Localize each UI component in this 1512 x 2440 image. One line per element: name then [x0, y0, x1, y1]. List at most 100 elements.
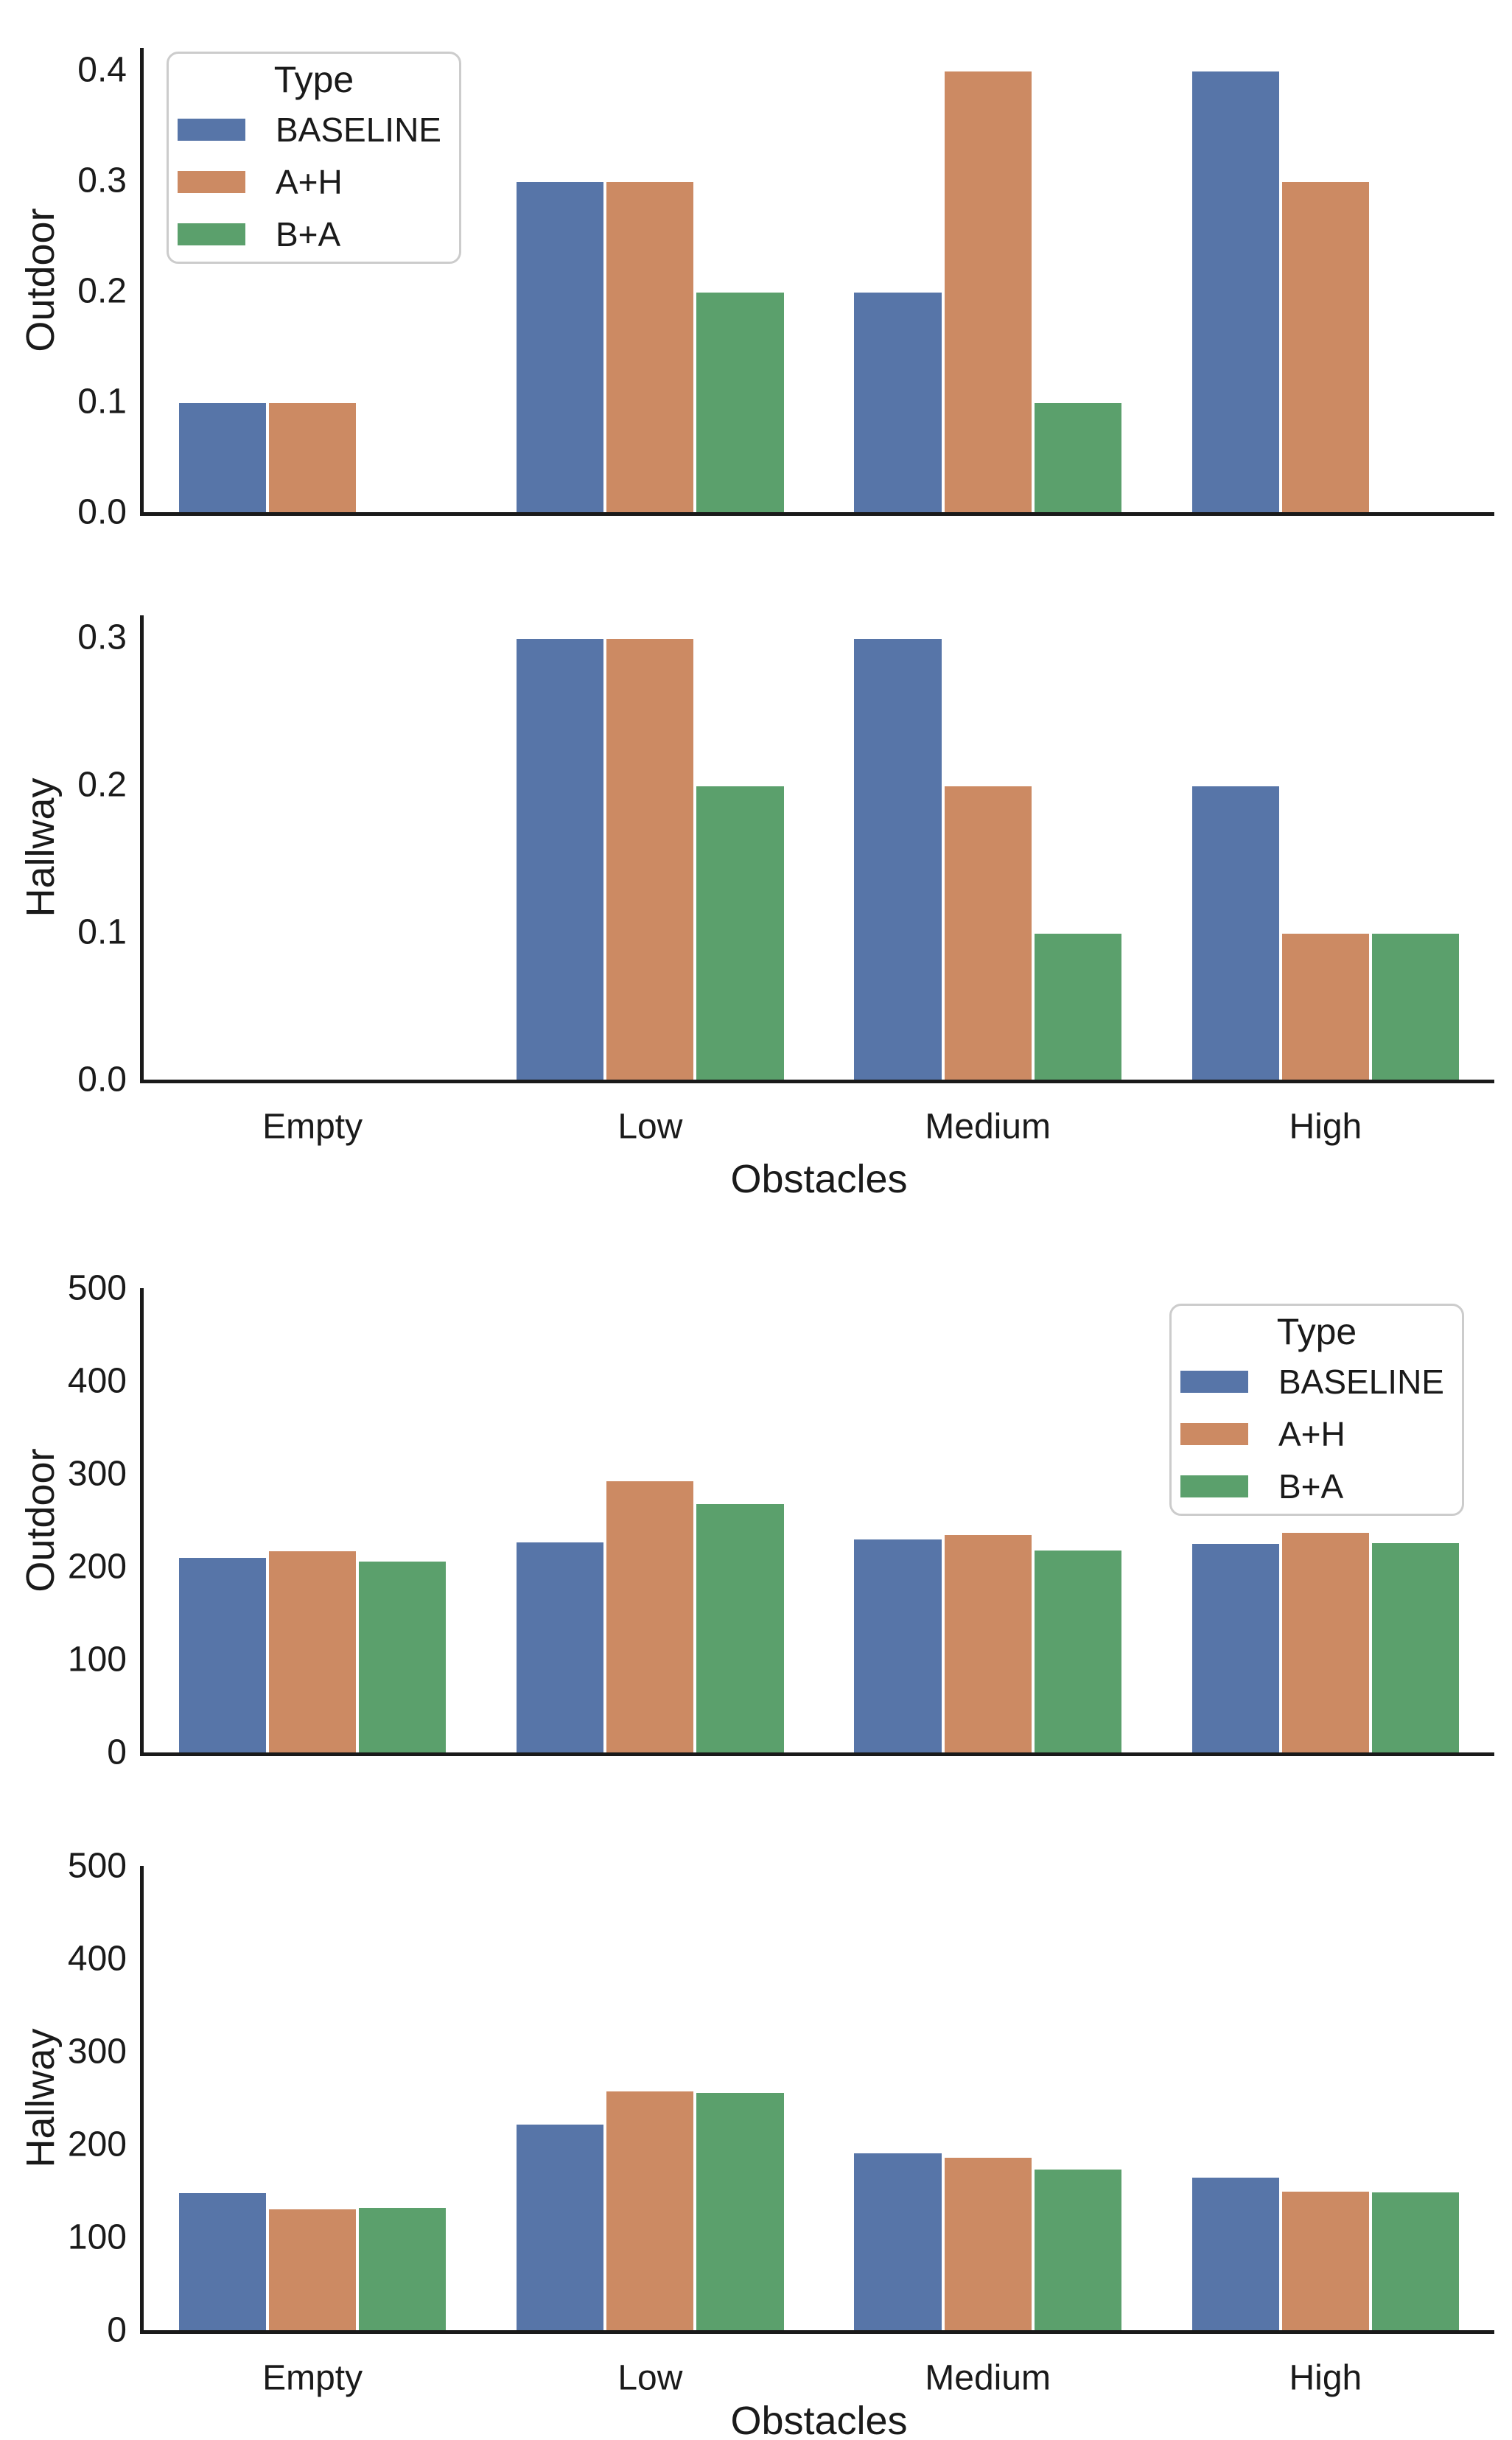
- y-axis-spine: [140, 1866, 144, 2334]
- y-tick-label: 0.1: [77, 382, 127, 422]
- bar-hallway-high-a-h: [1280, 932, 1371, 1080]
- bar-outdoor-medium-b-a: [1032, 402, 1123, 512]
- legend-title: Type: [1276, 1311, 1357, 1352]
- x-tick-label: Medium: [925, 2358, 1051, 2398]
- y-axis-label: Outdoor: [18, 208, 63, 352]
- bar-outdoor-low-b-a: [695, 1503, 785, 1752]
- legend-entry-label: B+A: [1278, 1467, 1344, 1506]
- x-tick-label: Empty: [262, 2358, 363, 2398]
- bar-hallway-low-a-h: [605, 637, 696, 1080]
- bar-hallway-medium-baseline: [853, 637, 943, 1080]
- bar-outdoor-high-b-a: [1370, 1541, 1461, 1752]
- legend-entry-label: A+H: [1278, 1415, 1345, 1453]
- y-tick-label: 0.0: [77, 1060, 127, 1100]
- y-tick-label: 0.3: [77, 618, 127, 657]
- y-tick-label: 0.2: [77, 765, 127, 805]
- bar-outdoor-low-a-h: [605, 181, 696, 512]
- bar-hallway-empty-b-a: [357, 2206, 448, 2330]
- bar-outdoor-empty-a-h: [267, 1550, 358, 1752]
- bar-hallway-empty-a-h: [267, 2207, 358, 2330]
- legend-swatch: [178, 119, 245, 141]
- bar-hallway-high-baseline: [1190, 2175, 1281, 2330]
- y-axis-label: Hallway: [18, 2028, 63, 2168]
- bar-hallway-medium-b-a: [1032, 2167, 1123, 2330]
- x-tick-label: High: [1289, 2358, 1362, 2398]
- bar-outdoor-medium-b-a: [1032, 1549, 1123, 1752]
- bar-outdoor-low-a-h: [605, 1479, 696, 1752]
- legend-entry-label: BASELINE: [1278, 1363, 1444, 1401]
- bar-hallway-low-b-a: [695, 2091, 785, 2330]
- bar-outdoor-empty-a-h: [267, 402, 358, 512]
- bar-outdoor-medium-a-h: [942, 70, 1033, 512]
- y-axis-label: Hallway: [18, 777, 63, 917]
- legend-entry-label: BASELINE: [276, 111, 441, 149]
- y-axis-spine: [140, 615, 144, 1083]
- bar-hallway-high-b-a: [1370, 2191, 1461, 2330]
- y-tick-label: 0.4: [77, 50, 127, 90]
- bar-hallway-high-b-a: [1370, 932, 1461, 1080]
- bar-outdoor-high-baseline: [1190, 70, 1281, 512]
- x-tick-label: Medium: [925, 1107, 1051, 1147]
- x-tick-label: Low: [617, 2358, 683, 2398]
- y-axis-spine: [140, 1288, 144, 1756]
- y-tick-label: 500: [67, 1268, 127, 1308]
- y-tick-label: 100: [67, 1640, 127, 1679]
- legend-swatch: [178, 171, 245, 193]
- bar-outdoor-empty-baseline: [177, 1556, 267, 1752]
- y-tick-label: 0.1: [77, 912, 127, 952]
- y-tick-label: 0: [107, 2310, 127, 2350]
- y-tick-label: 0.0: [77, 492, 127, 532]
- x-axis-label: Obstacles: [730, 1157, 908, 1201]
- x-axis-spine: [140, 2330, 1494, 2334]
- y-tick-label: 0.2: [77, 271, 127, 311]
- legend-title: Type: [273, 59, 354, 100]
- bar-hallway-high-baseline: [1190, 785, 1281, 1080]
- y-tick-label: 0: [107, 1733, 127, 1772]
- legend-swatch: [1180, 1423, 1248, 1445]
- bar-hallway-medium-b-a: [1032, 932, 1123, 1080]
- x-axis-spine: [140, 1080, 1494, 1083]
- y-axis-spine: [140, 48, 144, 516]
- legend-swatch: [178, 223, 245, 245]
- legend-entry-label: A+H: [276, 163, 343, 201]
- legend-swatch: [1180, 1371, 1248, 1393]
- bar-hallway-low-baseline: [515, 637, 606, 1080]
- bar-outdoor-low-baseline: [515, 1540, 606, 1752]
- bar-hallway-medium-a-h: [942, 2156, 1033, 2330]
- x-axis-spine: [140, 512, 1494, 516]
- y-tick-label: 300: [67, 1454, 127, 1494]
- x-tick-label: Low: [617, 1107, 683, 1147]
- bar-outdoor-medium-baseline: [853, 291, 943, 512]
- y-tick-label: 400: [67, 1361, 127, 1401]
- bar-outdoor-low-baseline: [515, 181, 606, 512]
- y-tick-label: 200: [67, 2125, 127, 2164]
- bar-outdoor-empty-b-a: [357, 1560, 448, 1752]
- y-axis-label: Outdoor: [18, 1448, 63, 1593]
- y-tick-label: 200: [67, 1547, 127, 1587]
- bar-outdoor-empty-baseline: [177, 402, 267, 512]
- y-tick-label: 100: [67, 2217, 127, 2257]
- bar-outdoor-medium-baseline: [853, 1537, 943, 1752]
- bar-outdoor-low-b-a: [695, 291, 785, 512]
- y-tick-label: 500: [67, 1846, 127, 1886]
- y-tick-label: 0.3: [77, 161, 127, 200]
- x-axis-spine: [140, 1752, 1494, 1756]
- legend-entry-label: B+A: [276, 215, 341, 254]
- bar-outdoor-high-a-h: [1280, 181, 1371, 512]
- bar-hallway-low-b-a: [695, 785, 785, 1080]
- x-axis-label: Obstacles: [730, 2399, 908, 2440]
- y-tick-label: 400: [67, 1939, 127, 1979]
- bar-hallway-high-a-h: [1280, 2189, 1371, 2330]
- legend-swatch: [1180, 1475, 1248, 1497]
- bar-outdoor-high-baseline: [1190, 1542, 1281, 1752]
- x-tick-label: Empty: [262, 1107, 363, 1147]
- x-tick-label: High: [1289, 1107, 1362, 1147]
- bar-outdoor-high-a-h: [1280, 1531, 1371, 1752]
- y-tick-label: 300: [67, 2032, 127, 2072]
- bar-outdoor-medium-a-h: [942, 1533, 1033, 1752]
- bar-hallway-low-a-h: [605, 2089, 696, 2330]
- bar-hallway-medium-a-h: [942, 785, 1033, 1080]
- bar-hallway-medium-baseline: [853, 2152, 943, 2330]
- bar-hallway-empty-baseline: [177, 2192, 267, 2330]
